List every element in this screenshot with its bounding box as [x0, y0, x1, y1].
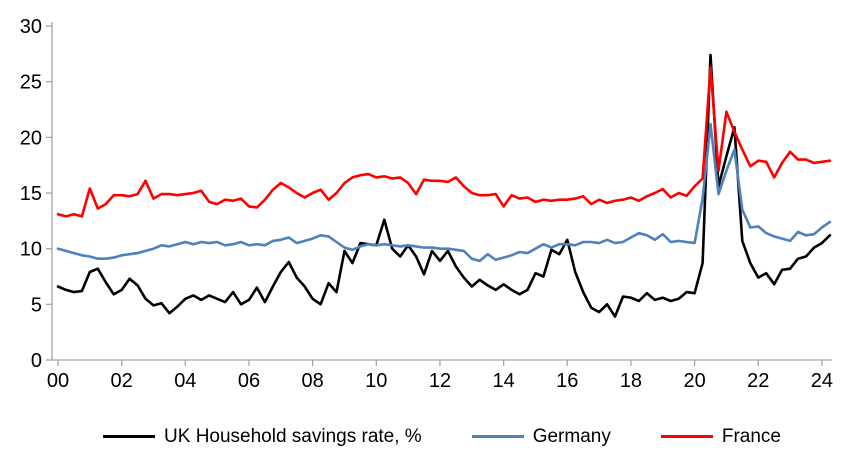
germany-line-swatch — [471, 435, 524, 438]
x-axis-tick-label: 24 — [811, 370, 833, 392]
x-axis-tick-label: 14 — [492, 370, 514, 392]
y-axis-tick-label: 5 — [31, 294, 42, 316]
x-axis-tick-label: 00 — [47, 370, 69, 392]
legend-label-france: France — [721, 426, 781, 447]
series-line-2 — [56, 65, 832, 218]
x-axis-tick-label: 16 — [556, 370, 578, 392]
x-axis-tick-label: 08 — [302, 370, 324, 392]
x-axis-tick-label: 22 — [747, 370, 769, 392]
legend-item-uk: UK Household savings rate, % — [103, 427, 422, 446]
chart-canvas: 0 5 10 15 20 25 30 00 02 04 06 08 10 12 14 16 18 20 22 24 — [20, 16, 833, 392]
y-axis-tick-label: 20 — [20, 127, 42, 149]
x-axis-tick-label: 20 — [683, 370, 705, 392]
france-line-swatch — [660, 435, 713, 438]
series-line-0 — [56, 53, 832, 318]
x-axis-tick-label: 12 — [429, 370, 451, 392]
x-axis-tick-label: 06 — [238, 370, 260, 392]
x-axis-tick-label: 04 — [174, 370, 196, 392]
y-axis-tick-label: 10 — [20, 239, 42, 261]
y-axis-tick-label: 30 — [20, 16, 42, 38]
y-axis-tick-label: 0 — [31, 350, 42, 372]
x-axis-tick-label: 18 — [620, 370, 642, 392]
y-axis-tick-label: 25 — [20, 72, 42, 94]
x-axis-tick-label: 02 — [111, 370, 133, 392]
y-axis-tick-label: 15 — [20, 183, 42, 205]
uk-line-swatch — [103, 435, 156, 438]
series-line-1 — [56, 122, 832, 263]
x-axis-tick-label: 10 — [365, 370, 387, 392]
legend-label-germany: Germany — [532, 426, 611, 447]
legend-label-uk: UK Household savings rate, % — [164, 426, 422, 447]
legend-item-france: France — [660, 426, 781, 447]
chart-legend: UK Household savings rate, % Germany Fra… — [16, 427, 852, 446]
legend-item-germany: Germany — [471, 426, 611, 447]
